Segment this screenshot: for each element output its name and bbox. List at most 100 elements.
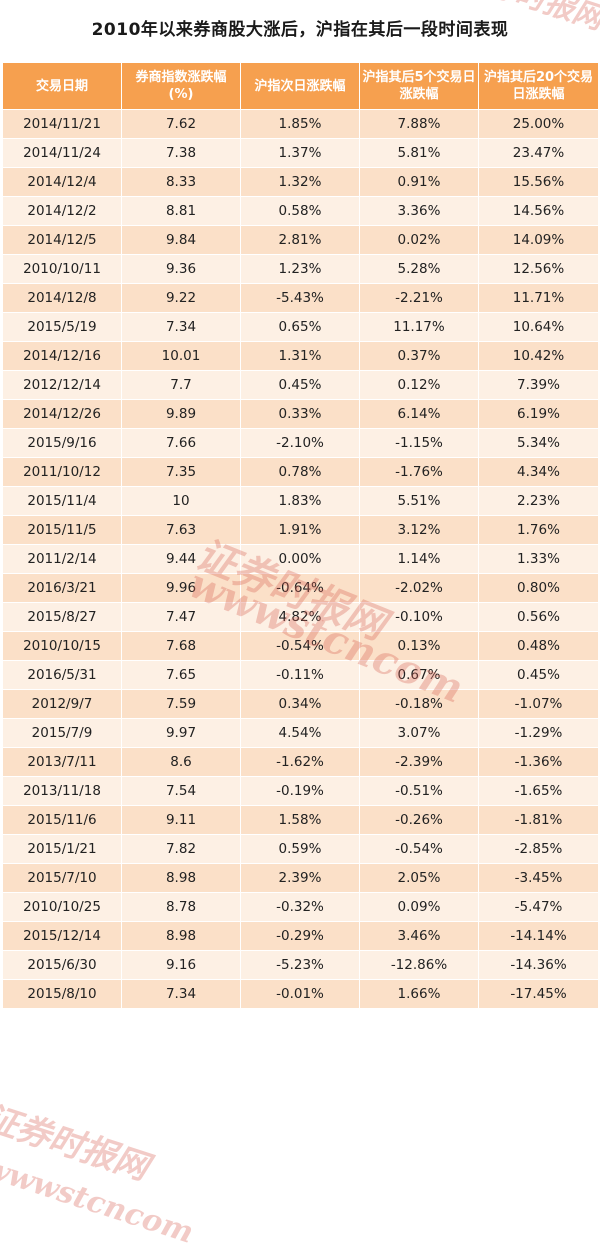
- cell-5-day-change: 2.05%: [359, 863, 479, 893]
- cell-broker-index-change: 7.7: [121, 370, 241, 400]
- cell-broker-index-change: 9.36: [121, 254, 241, 284]
- cell-next-day-change: 2.81%: [240, 225, 360, 255]
- cell-date: 2015/11/6: [2, 805, 122, 835]
- table-body: 2014/11/21 7.62 1.85% 7.88% 25.00% 2014/11/24…: [2, 109, 599, 1009]
- cell-broker-index-change: 7.68: [121, 631, 241, 661]
- cell-5-day-change: 11.17%: [359, 312, 479, 342]
- cell-broker-index-change: 9.97: [121, 718, 241, 748]
- table-row: 2013/7/11 8.6 -1.62% -2.39% -1.36%: [2, 747, 599, 777]
- cell-next-day-change: 4.82%: [240, 602, 360, 632]
- table-row: 2014/12/8 9.22 -5.43% -2.21% 11.71%: [2, 283, 599, 313]
- cell-20-day-change: 10.42%: [478, 341, 599, 371]
- cell-date: 2015/5/19: [2, 312, 122, 342]
- cell-next-day-change: -5.23%: [240, 950, 360, 980]
- cell-20-day-change: 0.45%: [478, 660, 599, 690]
- header-broker-index-change: 券商指数涨跌幅(%): [121, 62, 241, 110]
- cell-next-day-change: 0.59%: [240, 834, 360, 864]
- watermark: 证券时报网: [0, 1097, 154, 1189]
- cell-next-day-change: -2.10%: [240, 428, 360, 458]
- cell-5-day-change: 3.12%: [359, 515, 479, 545]
- cell-broker-index-change: 8.98: [121, 921, 241, 951]
- cell-5-day-change: 7.88%: [359, 109, 479, 139]
- table-row: 2014/11/21 7.62 1.85% 7.88% 25.00%: [2, 109, 599, 139]
- cell-5-day-change: 0.13%: [359, 631, 479, 661]
- cell-20-day-change: 0.80%: [478, 573, 599, 603]
- cell-5-day-change: -1.15%: [359, 428, 479, 458]
- cell-date: 2016/3/21: [2, 573, 122, 603]
- cell-date: 2015/8/10: [2, 979, 122, 1009]
- cell-5-day-change: 0.91%: [359, 167, 479, 197]
- cell-20-day-change: 4.34%: [478, 457, 599, 487]
- table-row: 2014/12/5 9.84 2.81% 0.02% 14.09%: [2, 225, 599, 255]
- cell-5-day-change: -2.21%: [359, 283, 479, 313]
- cell-date: 2015/6/30: [2, 950, 122, 980]
- cell-broker-index-change: 9.44: [121, 544, 241, 574]
- cell-date: 2014/12/2: [2, 196, 122, 226]
- cell-broker-index-change: 8.6: [121, 747, 241, 777]
- cell-broker-index-change: 10.01: [121, 341, 241, 371]
- cell-date: 2014/11/24: [2, 138, 122, 168]
- header-20-day-change: 沪指其后20个交易日涨跌幅: [478, 62, 599, 110]
- cell-next-day-change: 0.45%: [240, 370, 360, 400]
- watermark: wwwstcncom: [0, 1150, 198, 1251]
- cell-date: 2015/7/9: [2, 718, 122, 748]
- header-next-day-change: 沪指次日涨跌幅: [240, 62, 360, 110]
- cell-date: 2015/12/14: [2, 921, 122, 951]
- cell-date: 2015/11/4: [2, 486, 122, 516]
- cell-broker-index-change: 9.89: [121, 399, 241, 429]
- cell-next-day-change: 0.34%: [240, 689, 360, 719]
- cell-5-day-change: -0.51%: [359, 776, 479, 806]
- cell-date: 2012/12/14: [2, 370, 122, 400]
- table-row: 2015/8/27 7.47 4.82% -0.10% 0.56%: [2, 602, 599, 632]
- cell-5-day-change: -12.86%: [359, 950, 479, 980]
- cell-broker-index-change: 7.59: [121, 689, 241, 719]
- cell-broker-index-change: 7.66: [121, 428, 241, 458]
- cell-5-day-change: 5.28%: [359, 254, 479, 284]
- cell-20-day-change: -1.29%: [478, 718, 599, 748]
- table-row: 2016/5/31 7.65 -0.11% 0.67% 0.45%: [2, 660, 599, 690]
- cell-next-day-change: -1.62%: [240, 747, 360, 777]
- cell-5-day-change: 1.66%: [359, 979, 479, 1009]
- cell-date: 2014/12/4: [2, 167, 122, 197]
- cell-date: 2013/11/18: [2, 776, 122, 806]
- data-table: 交易日期 券商指数涨跌幅(%) 沪指次日涨跌幅 沪指其后5个交易日涨跌幅 沪指其…: [2, 62, 599, 1009]
- cell-5-day-change: 1.14%: [359, 544, 479, 574]
- cell-next-day-change: -0.01%: [240, 979, 360, 1009]
- header-5-day-change: 沪指其后5个交易日涨跌幅: [359, 62, 479, 110]
- table-row: 2015/7/10 8.98 2.39% 2.05% -3.45%: [2, 863, 599, 893]
- cell-20-day-change: -1.65%: [478, 776, 599, 806]
- cell-broker-index-change: 10: [121, 486, 241, 516]
- table-row: 2014/12/16 10.01 1.31% 0.37% 10.42%: [2, 341, 599, 371]
- cell-date: 2010/10/25: [2, 892, 122, 922]
- cell-5-day-change: 3.07%: [359, 718, 479, 748]
- cell-next-day-change: -0.19%: [240, 776, 360, 806]
- cell-5-day-change: 5.81%: [359, 138, 479, 168]
- cell-5-day-change: -0.54%: [359, 834, 479, 864]
- cell-date: 2011/10/12: [2, 457, 122, 487]
- cell-20-day-change: 1.76%: [478, 515, 599, 545]
- table-row: 2013/11/18 7.54 -0.19% -0.51% -1.65%: [2, 776, 599, 806]
- table-row: 2014/12/26 9.89 0.33% 6.14% 6.19%: [2, 399, 599, 429]
- cell-next-day-change: -0.54%: [240, 631, 360, 661]
- cell-next-day-change: 1.37%: [240, 138, 360, 168]
- cell-broker-index-change: 7.54: [121, 776, 241, 806]
- cell-20-day-change: 25.00%: [478, 109, 599, 139]
- cell-5-day-change: 3.46%: [359, 921, 479, 951]
- cell-5-day-change: -0.18%: [359, 689, 479, 719]
- cell-next-day-change: -0.64%: [240, 573, 360, 603]
- cell-date: 2013/7/11: [2, 747, 122, 777]
- cell-5-day-change: -1.76%: [359, 457, 479, 487]
- cell-date: 2014/12/16: [2, 341, 122, 371]
- cell-broker-index-change: 7.35: [121, 457, 241, 487]
- table-row: 2010/10/25 8.78 -0.32% 0.09% -5.47%: [2, 892, 599, 922]
- cell-20-day-change: 14.09%: [478, 225, 599, 255]
- cell-5-day-change: -2.39%: [359, 747, 479, 777]
- table-row: 2014/11/24 7.38 1.37% 5.81% 23.47%: [2, 138, 599, 168]
- table-row: 2014/12/2 8.81 0.58% 3.36% 14.56%: [2, 196, 599, 226]
- cell-broker-index-change: 9.96: [121, 573, 241, 603]
- cell-20-day-change: 0.48%: [478, 631, 599, 661]
- table-row: 2010/10/11 9.36 1.23% 5.28% 12.56%: [2, 254, 599, 284]
- cell-20-day-change: -1.36%: [478, 747, 599, 777]
- cell-20-day-change: -5.47%: [478, 892, 599, 922]
- cell-date: 2015/1/21: [2, 834, 122, 864]
